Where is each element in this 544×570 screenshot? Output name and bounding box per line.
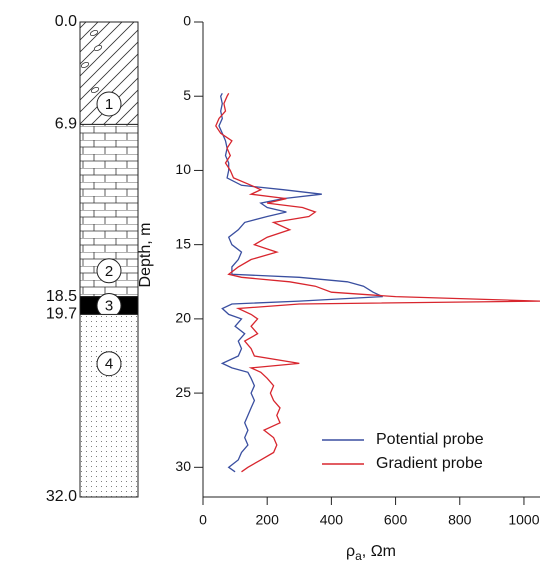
layer-number: 1 [105,96,113,113]
layer-badge [96,91,122,117]
column-depth-label: 6.9 [55,116,77,133]
y-axis-label: Depth, m [137,223,154,288]
x-tick-label: 0 [199,512,207,528]
y-tick-label: 30 [175,458,191,474]
x-tick-label: 600 [384,512,408,528]
x-tick-label: 200 [256,512,280,528]
pebble [93,44,103,52]
legend-label: Potential probe [376,431,484,448]
layer-badge [96,258,122,284]
x-axis-label: ρa, Ωm [346,543,396,563]
y-tick-label: 10 [175,161,191,177]
series-line [215,92,541,473]
x-label-symbol: ρ [346,543,355,560]
pebble [90,86,100,94]
x-tick-label: 800 [448,512,472,528]
column-depth-label: 0.0 [55,13,77,30]
column-depth-label: 19.7 [46,306,77,323]
layer-number: 4 [105,356,113,373]
layer-number: 3 [105,297,113,314]
x-tick-label: 1000 [508,512,539,528]
column-depth-label: 32.0 [46,488,77,505]
pebble [80,61,90,69]
x-tick-label: 400 [320,512,344,528]
series-line [218,92,383,473]
legend-label: Gradient probe [376,455,483,472]
y-tick-label: 20 [175,310,191,326]
pebble [89,29,99,37]
column-depth-label: 18.5 [46,288,77,305]
x-label-subscript: a [355,549,362,563]
x-label-unit: , Ωm [362,543,396,560]
layer-badge [96,351,122,377]
y-tick-label: 25 [175,384,191,400]
y-tick-label: 5 [183,87,191,103]
y-tick-label: 0 [183,13,191,29]
layer [79,313,139,498]
layer-number: 2 [105,263,113,280]
y-tick-label: 15 [175,235,191,251]
